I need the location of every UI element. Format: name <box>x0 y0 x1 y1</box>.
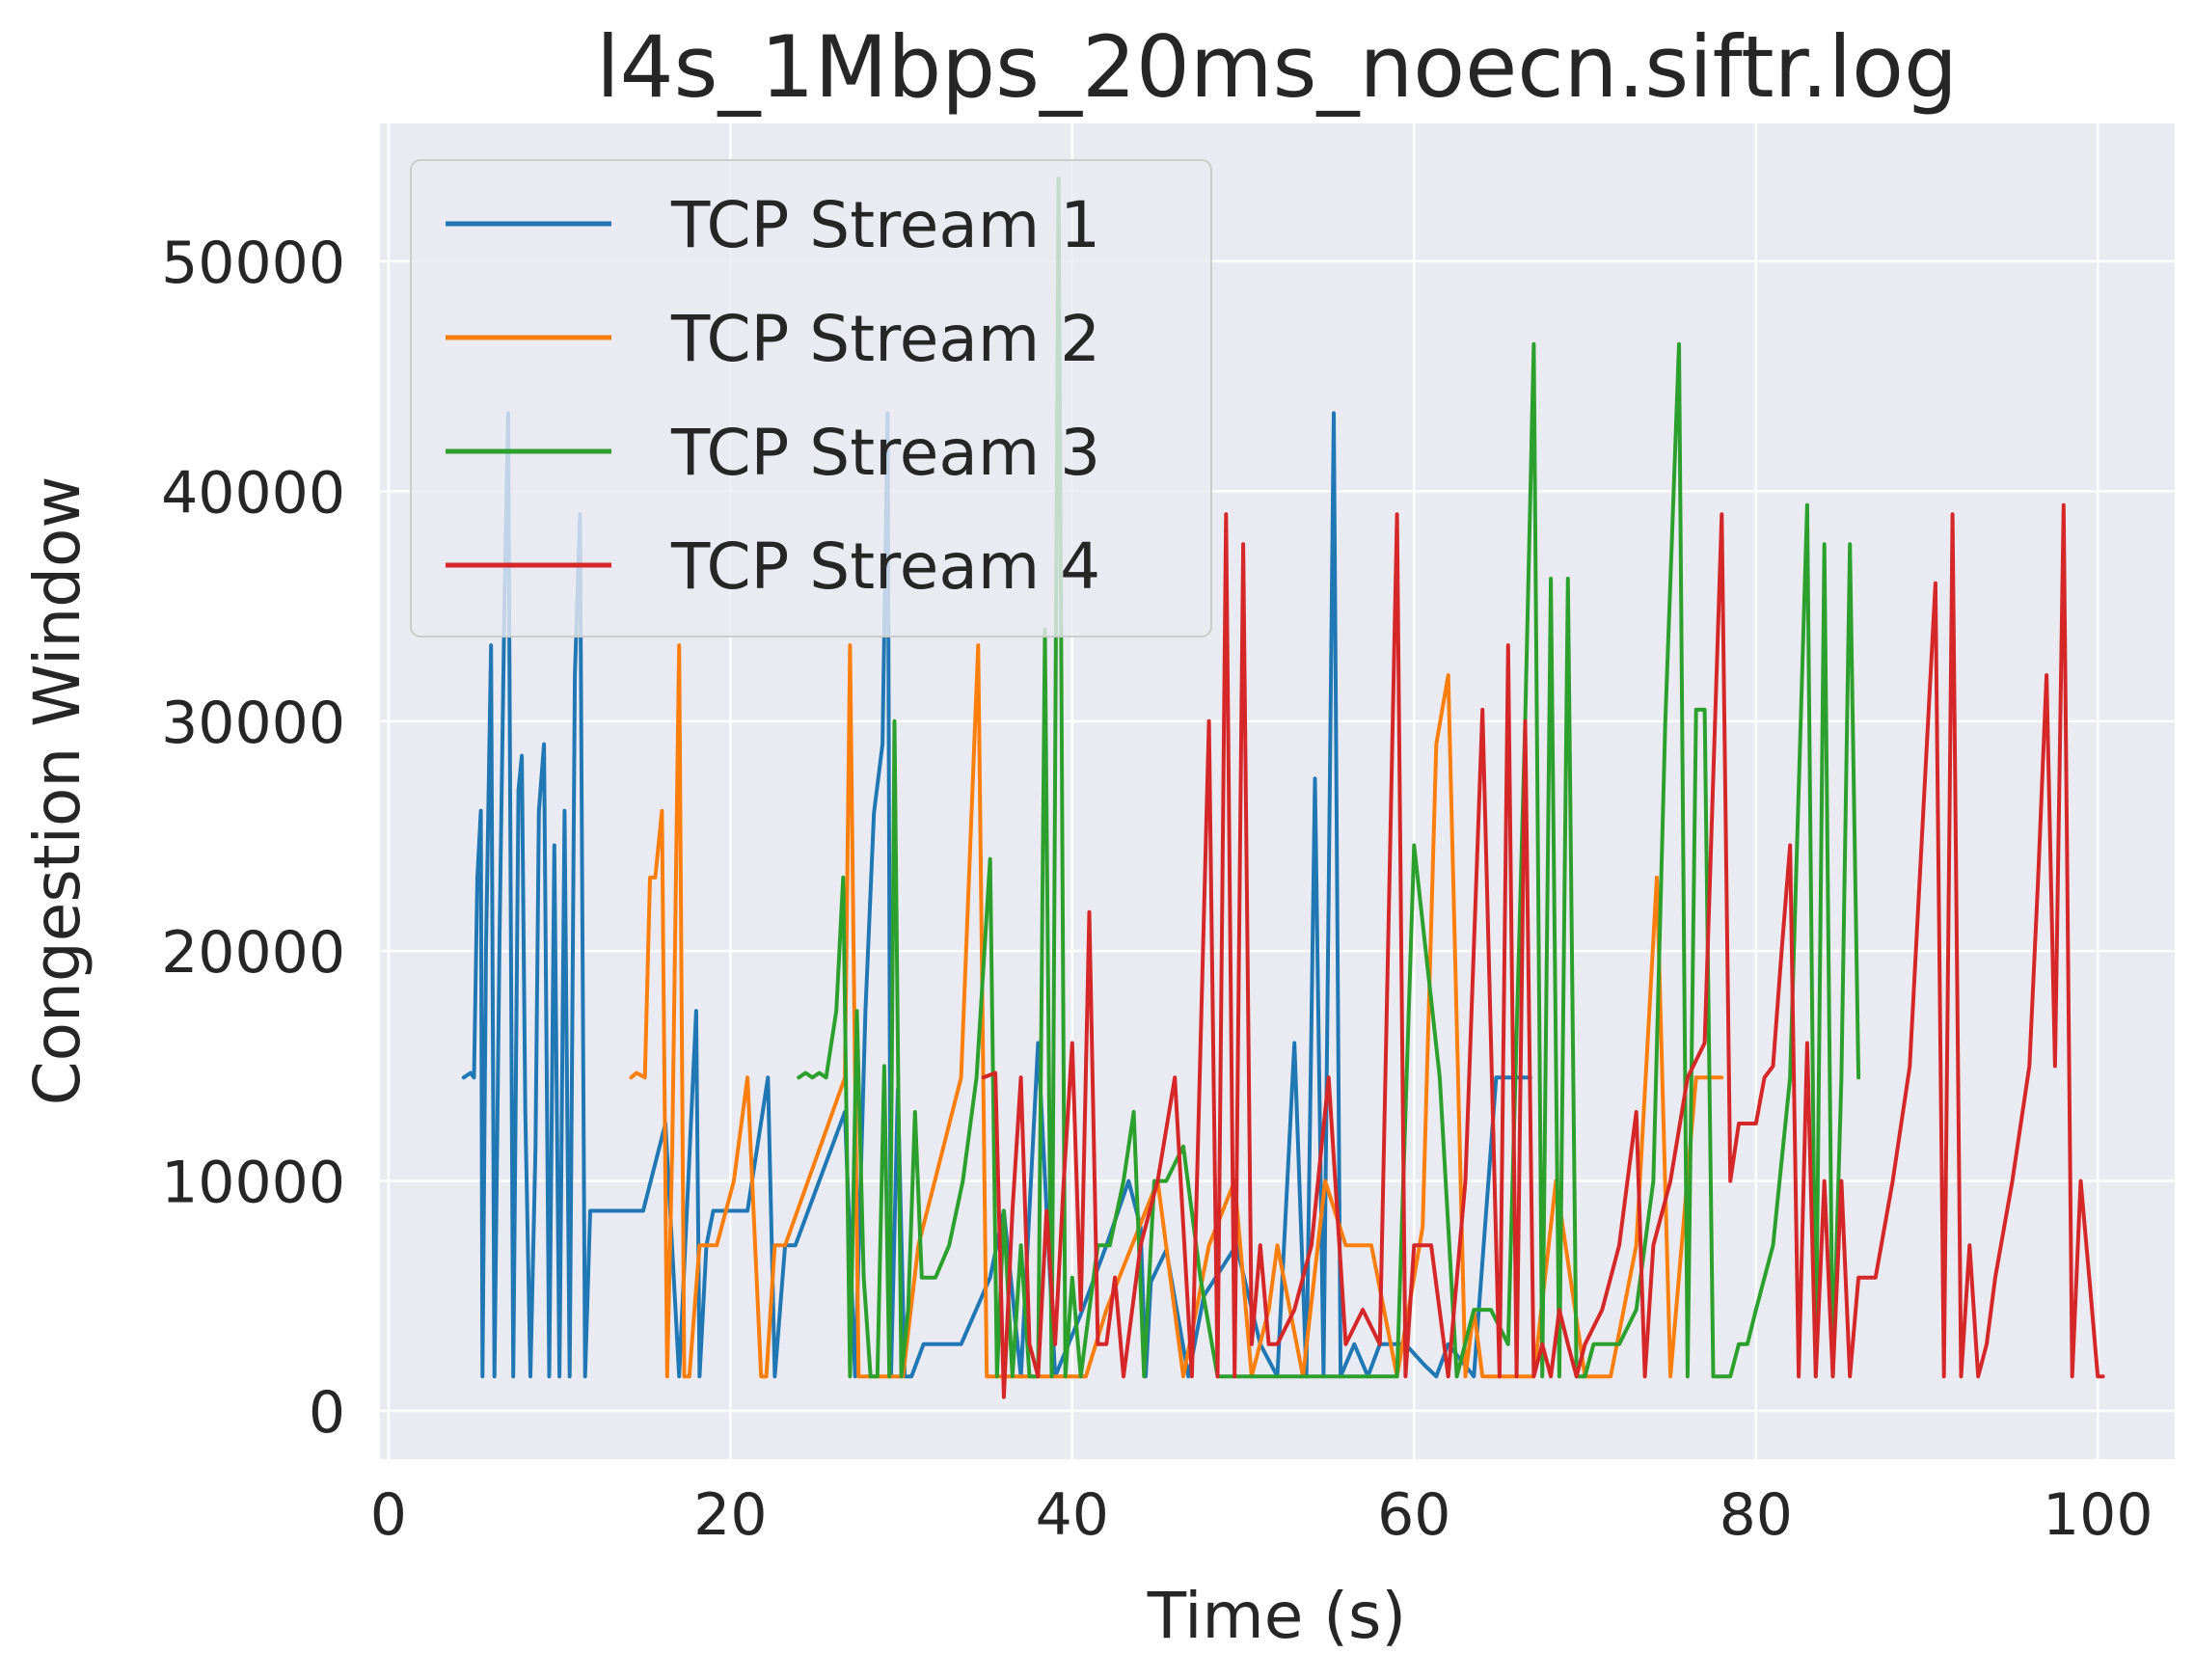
series-line-tcp-stream-1 <box>461 411 1532 1379</box>
x-tick-label: 0 <box>370 1481 407 1549</box>
x-tick-label: 40 <box>1036 1481 1109 1549</box>
legend: TCP Stream 1 TCP Stream 2 TCP Stream 3 TCP … <box>410 159 1212 637</box>
y-tick-label: 30000 <box>161 690 345 757</box>
legend-label: TCP Stream 3 <box>670 416 1100 490</box>
y-axis-label: Congestion Window <box>20 476 95 1106</box>
legend-box <box>410 159 1212 637</box>
x-tick-label: 100 <box>2043 1481 2153 1549</box>
x-axis-label: Time (s) <box>1147 1579 1406 1653</box>
x-tick-label: 20 <box>693 1481 767 1549</box>
y-tick-label: 10000 <box>161 1150 345 1217</box>
series-line-tcp-stream-2 <box>629 643 1724 1379</box>
y-tick-label: 50000 <box>161 230 345 297</box>
series-line-tcp-stream-4 <box>981 502 2105 1399</box>
series-lines <box>461 176 2105 1399</box>
legend-label: TCP Stream 1 <box>670 188 1100 262</box>
x-axis-ticks: 0 20 40 60 80 100 <box>370 1481 2153 1549</box>
chart-title: l4s_1Mbps_20ms_noecn.siftr.log <box>596 17 1958 117</box>
y-axis-ticks: 0 10000 20000 30000 40000 50000 <box>161 230 345 1447</box>
y-tick-label: 40000 <box>161 459 345 527</box>
y-tick-label: 20000 <box>161 919 345 987</box>
legend-label: TCP Stream 4 <box>670 529 1100 604</box>
x-tick-label: 80 <box>1720 1481 1793 1549</box>
y-tick-label: 0 <box>309 1379 345 1447</box>
x-tick-label: 60 <box>1377 1481 1450 1549</box>
legend-label: TCP Stream 2 <box>670 302 1100 376</box>
